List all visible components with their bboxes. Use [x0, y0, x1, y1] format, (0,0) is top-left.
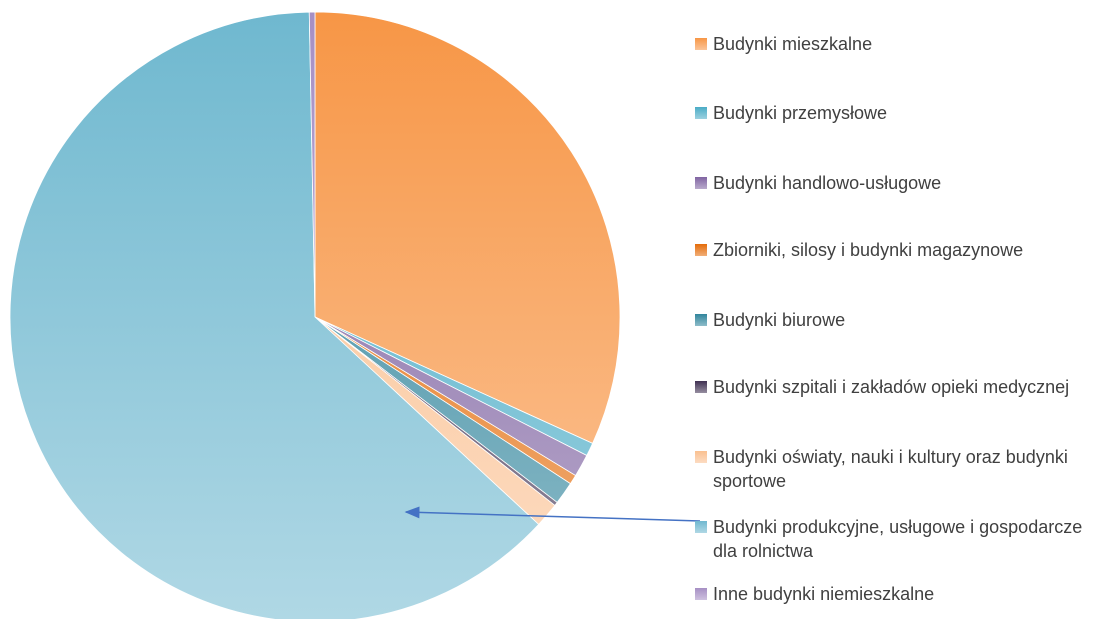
annotation-arrow: [404, 506, 701, 522]
legend-label: Inne budynki niemieszkalne: [713, 584, 935, 604]
legend-swatch: [695, 521, 707, 533]
legend-entry: Zbiorniki, silosy i budynki magazynowe: [695, 238, 1085, 262]
legend-entry: Budynki biurowe: [695, 308, 1085, 332]
legend-entry: Inne budynki niemieszkalne: [695, 582, 1085, 606]
legend-swatch: [695, 177, 707, 189]
legend-entry: Budynki mieszkalne: [695, 32, 1085, 56]
pie-slice: [314, 11, 621, 444]
legend-swatch: [695, 381, 707, 393]
legend-label: Budynki mieszkalne: [713, 34, 873, 54]
legend-entry: Budynki produkcyjne, usługowe i gospodar…: [695, 515, 1085, 563]
legend-label: Zbiorniki, silosy i budynki magazynowe: [713, 240, 1024, 260]
legend-label: Budynki handlowo-usługowe: [713, 173, 942, 193]
legend-label: Budynki biurowe: [713, 310, 846, 330]
legend-swatch: [695, 314, 707, 326]
legend-entry: Budynki oświaty, nauki i kultury oraz bu…: [695, 445, 1085, 493]
legend-entry: Budynki szpitali i zakładów opieki medyc…: [695, 375, 1085, 399]
legend-swatch: [695, 107, 707, 119]
legend-swatch: [695, 244, 707, 256]
legend-label: Budynki szpitali i zakładów opieki medyc…: [713, 377, 1070, 397]
legend-swatch: [695, 38, 707, 50]
legend-swatch: [695, 588, 707, 600]
pie-slice: [308, 11, 316, 318]
legend-label: Budynki przemysłowe: [713, 103, 888, 123]
legend-label: Budynki oświaty, nauki i kultury oraz bu…: [713, 447, 1068, 491]
legend-swatch: [695, 451, 707, 463]
legend-entry: Budynki handlowo-usługowe: [695, 171, 1085, 195]
pie-slice: [9, 11, 540, 619]
legend-label: Budynki produkcyjne, usługowe i gospodar…: [713, 517, 1083, 561]
legend-entry: Budynki przemysłowe: [695, 101, 1085, 125]
